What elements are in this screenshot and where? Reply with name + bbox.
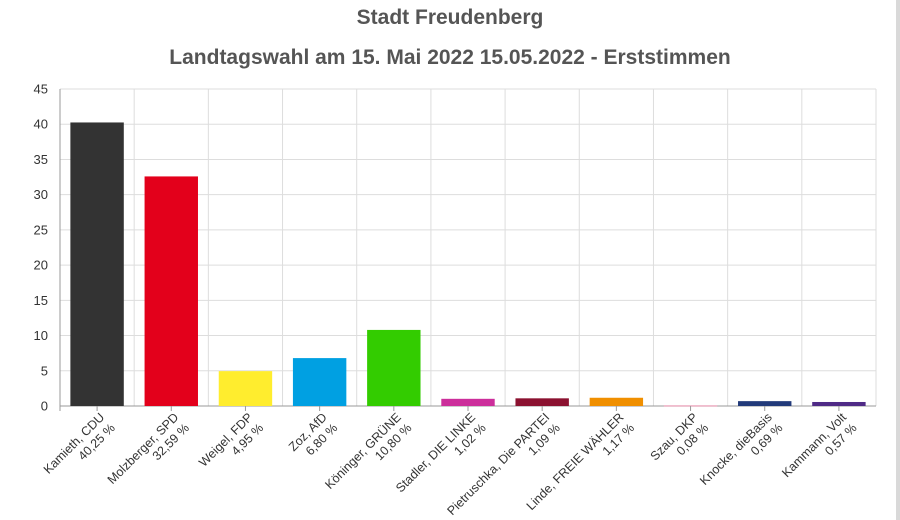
bar — [367, 329, 421, 406]
bar — [441, 398, 495, 406]
bar — [292, 358, 347, 406]
bar — [70, 122, 124, 406]
y-tick-label: 45 — [34, 82, 48, 97]
bar — [515, 398, 569, 406]
y-tick-label: 10 — [34, 328, 48, 343]
bar — [144, 176, 198, 406]
y-tick-label: 15 — [34, 293, 48, 308]
y-tick-label: 20 — [34, 258, 48, 273]
chart-title: Stadt Freudenberg — [356, 6, 544, 29]
chart-subtitle: Landtagswahl am 15. Mai 2022 15.05.2022 … — [169, 46, 731, 69]
frame-edge — [896, 0, 900, 520]
bar — [589, 397, 644, 406]
y-tick-label: 35 — [34, 152, 48, 167]
bar — [812, 401, 866, 406]
bar — [218, 371, 273, 406]
bar — [738, 401, 792, 406]
y-tick-label: 30 — [34, 187, 48, 202]
y-tick-label: 25 — [34, 222, 48, 237]
bar — [663, 405, 718, 407]
y-tick-label: 0 — [41, 399, 48, 414]
y-tick-label: 5 — [41, 363, 48, 378]
y-tick-label: 40 — [34, 117, 48, 132]
